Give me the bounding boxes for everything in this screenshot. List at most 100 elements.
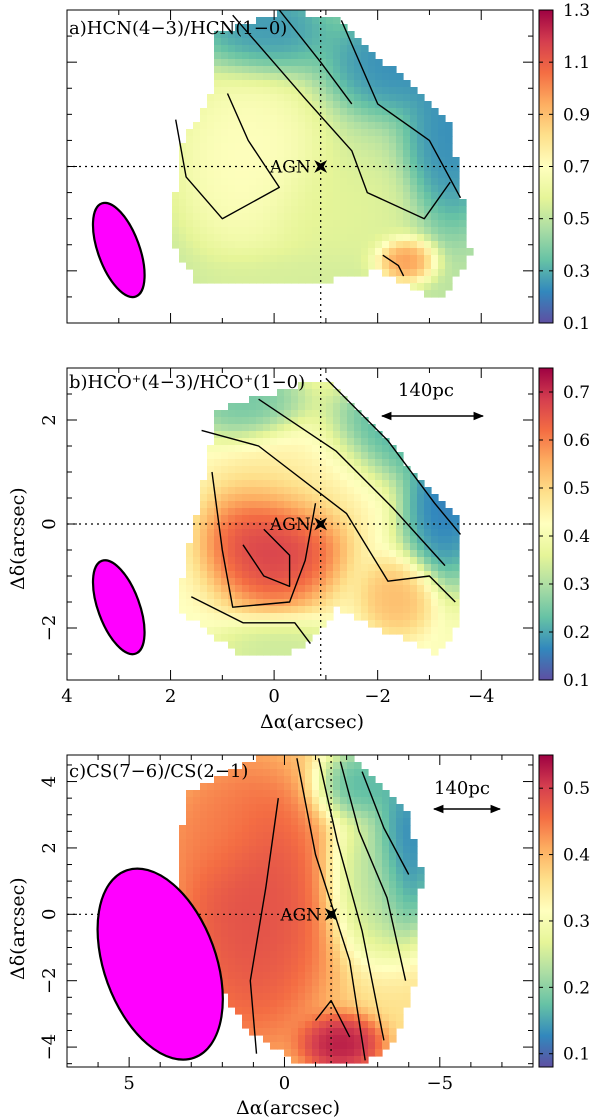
heatmap-cell [312,585,320,593]
heatmap-cell [249,853,257,861]
heatmap-cell [291,860,299,868]
heatmap-cell [214,115,222,123]
heatmap-cell [249,867,257,875]
heatmap-cell [354,424,362,432]
heatmap-cell [298,769,306,777]
heatmap-cell [333,853,341,861]
heatmap-cell [424,143,432,151]
heatmap-cell [319,811,327,819]
heatmap-cell [431,634,439,642]
heatmap-cell [340,818,348,826]
heatmap-cell [291,445,299,453]
heatmap-cell [347,101,355,109]
heatmap-cell [431,108,439,116]
heatmap-cell [340,923,348,931]
heatmap-cell [361,164,369,172]
heatmap-cell [361,790,369,798]
heatmap-cell [270,255,278,263]
heatmap-cell [396,944,404,952]
x-tick-label: −5 [427,1073,454,1094]
heatmap-cell [312,951,320,959]
heatmap-cell [179,578,187,586]
heatmap-cell [326,59,334,67]
heatmap-cell [361,550,369,558]
heatmap-cell [291,888,299,896]
heatmap-cell [242,1007,250,1015]
heatmap-cell [235,227,243,235]
heatmap-cell [396,627,404,635]
heatmap-cell [277,902,285,910]
heatmap-cell [298,776,306,784]
heatmap-cell [417,543,425,551]
heatmap-cell [389,1028,397,1036]
heatmap-cell [410,951,418,959]
heatmap-cell [270,522,278,530]
heatmap-cell [277,783,285,791]
heatmap-cell [403,627,411,635]
heatmap-cell [291,874,299,882]
contours-a [175,10,462,277]
heatmap-cell [382,234,390,242]
heatmap-cell [284,129,292,137]
heatmap-cell [277,192,285,200]
heatmap-cell [256,185,264,193]
heatmap-cell [298,38,306,46]
heatmap-cell [179,585,187,593]
heatmap-cell [319,178,327,186]
heatmap-cell [270,87,278,95]
heatmap-cell [326,276,334,284]
colorbar-tick-label: 1.3 [563,1,590,21]
contours-b [190,377,462,645]
heatmap-cell [172,199,180,207]
heatmap-cell [347,958,355,966]
heatmap-cell [277,248,285,256]
heatmap-cell [249,52,257,60]
heatmap-cell [235,769,243,777]
heatmap-cell [403,143,411,151]
heatmap-cell [221,627,229,635]
heatmap-cell [354,38,362,46]
heatmap-cell [410,241,418,249]
heatmap-cell [242,536,250,544]
heatmap-cell [249,66,257,74]
heatmap-cell [354,1028,362,1036]
heatmap-cell [347,87,355,95]
heatmap-cell [354,599,362,607]
heatmap-cell [228,993,236,1001]
heatmap-cell [305,571,313,579]
heatmap-cell [193,867,201,875]
heatmap-cell [200,613,208,621]
heatmap-cell [361,599,369,607]
colorbar-tick-label: 0.3 [563,912,590,932]
heatmap-cell [403,501,411,509]
heatmap-cell [326,466,334,474]
heatmap-cell [424,634,432,642]
heatmap-cell [200,487,208,495]
heatmap-cell [249,276,257,284]
heatmap-cell [333,24,341,32]
heatmap-cell [214,529,222,537]
contour-line [211,471,317,608]
heatmap-cell [333,115,341,123]
heatmap-cell [347,937,355,945]
heatmap-cell [417,494,425,502]
heatmap-cell [200,550,208,558]
heatmap-cell [305,473,313,481]
heatmap-cell [193,902,201,910]
heatmap-cell [452,557,460,565]
heatmap-cell [193,171,201,179]
heatmap-cell [291,951,299,959]
heatmap-cell [340,930,348,938]
heatmap-cell [326,797,334,805]
heatmap-cell [200,171,208,179]
heatmap-cell [319,157,327,165]
heatmap-cell [263,923,271,931]
heatmap-cell [347,571,355,579]
heatmap-cell [186,599,194,607]
heatmap-cell [396,150,404,158]
heatmap-cell [333,951,341,959]
heatmap-cell [368,178,376,186]
heatmap-cell [410,902,418,910]
heatmap-cell [235,24,243,32]
heatmap-cell [347,473,355,481]
